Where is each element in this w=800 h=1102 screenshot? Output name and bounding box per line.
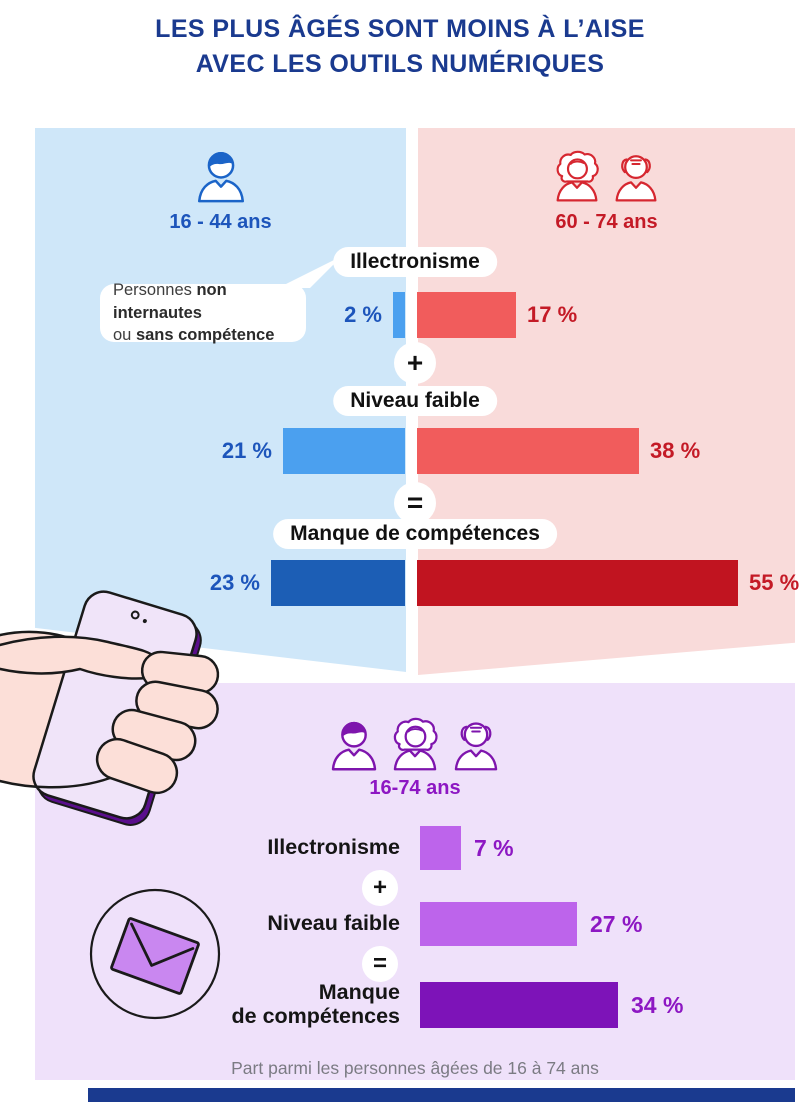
- bar-value-label: 2 %: [344, 302, 382, 327]
- bar-value-label: 17 %: [527, 302, 578, 327]
- bar-row-niveau-old: 38 %: [417, 428, 700, 474]
- young-group-icons: [35, 144, 406, 208]
- bar-value-label: 34 %: [631, 991, 684, 1018]
- older-woman-icon: [393, 717, 438, 771]
- plus-operator: +: [394, 342, 436, 384]
- young-person-icon: [197, 152, 244, 203]
- tooltip-tail: [278, 256, 342, 288]
- bar-value-label: 21 %: [221, 438, 272, 463]
- page-title-line1: LES PLUS ÂGÉS SONT MOINS À L’AISE: [155, 15, 645, 43]
- phone-camera-icon: [130, 610, 140, 620]
- bar: [417, 560, 738, 606]
- bar-value-label: 55 %: [749, 570, 800, 595]
- bottom-accent-bar: [88, 1088, 795, 1102]
- bar: [420, 826, 461, 870]
- tooltip-line1: Personnes non internautes: [113, 281, 227, 322]
- equals-operator: =: [394, 482, 436, 524]
- bar-value-label: 27 %: [590, 910, 643, 937]
- tooltip-bubble: Personnes non internautes ou sans compét…: [100, 281, 306, 344]
- category-pill-niveau-faible: Niveau faible: [333, 386, 497, 416]
- plus-operator: +: [362, 870, 398, 906]
- equals-operator: =: [362, 946, 398, 982]
- bar: [420, 902, 577, 946]
- total-group-label: 16-74 ans: [369, 777, 461, 799]
- total-label-niveau-faible: Niveau faible: [267, 911, 400, 936]
- bar-value-label: 38 %: [650, 438, 701, 463]
- young-person-icon: [331, 721, 377, 771]
- category-pill-manque: Manque de compétences: [273, 519, 557, 549]
- envelope-icon: [89, 888, 221, 1020]
- page-title-line2: AVEC LES OUTILS NUMÉRIQUES: [195, 50, 605, 78]
- bar-row-manque-total: 34 %: [420, 982, 683, 1028]
- bar-value-label: 23 %: [209, 570, 260, 595]
- bar-row-illectronisme-young: 2 %: [344, 292, 405, 338]
- bar-row-niveau-young: 21 %: [222, 428, 405, 474]
- page-title: LES PLUS ÂGÉS SONT MOINS À L’AISE AVEC L…: [0, 12, 800, 82]
- bar: [420, 982, 618, 1028]
- older-man-icon: [615, 155, 657, 202]
- hand-phone-illustration: [0, 590, 220, 826]
- total-label-illectronisme: Illectronisme: [267, 835, 400, 860]
- footnote: Part parmi les personnes âgées de 16 à 7…: [231, 1058, 599, 1078]
- bar: [417, 292, 516, 338]
- bar-row-illectronisme-old: 17 %: [417, 292, 577, 338]
- bar-row-manque-young: 23 %: [210, 560, 405, 606]
- old-group-label: 60 - 74 ans: [555, 211, 658, 233]
- total-group-icons: [35, 710, 795, 776]
- bar-row-niveau-total: 27 %: [420, 902, 642, 946]
- older-man-icon: [454, 722, 498, 771]
- bar: [271, 560, 405, 606]
- old-group-icons: [418, 146, 795, 208]
- bar: [283, 428, 405, 474]
- bar-row-manque-old: 55 %: [417, 560, 799, 606]
- bar: [417, 428, 639, 474]
- total-label-manque: Manque de compétences: [231, 980, 400, 1028]
- bar-row-illectronisme-total: 7 %: [420, 826, 514, 870]
- older-woman-icon: [556, 150, 599, 202]
- category-pill-illectronisme: Illectronisme: [333, 247, 497, 277]
- tooltip-line2: ou sans compétence: [113, 326, 275, 345]
- young-group-label: 16 - 44 ans: [169, 211, 272, 233]
- bar-value-label: 7 %: [474, 834, 514, 861]
- bar: [393, 292, 405, 338]
